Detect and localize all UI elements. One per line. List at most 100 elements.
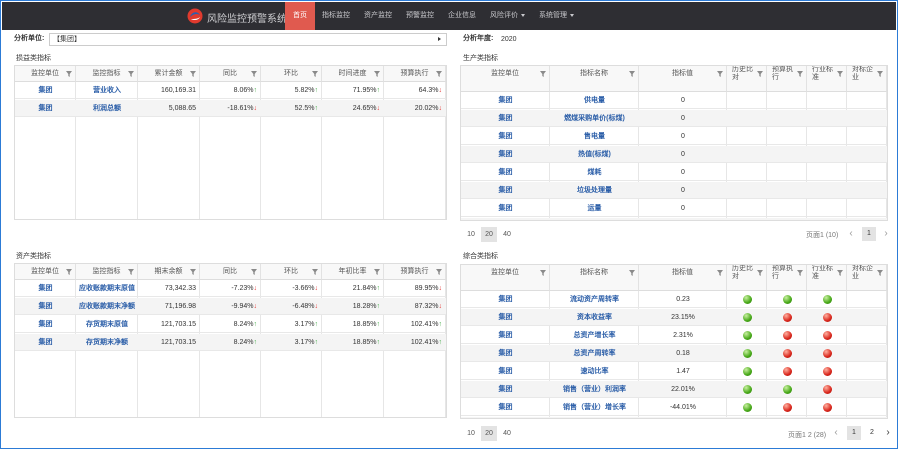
cell-value[interactable]: 集团 <box>498 296 513 303</box>
table-row[interactable]: 集团 利润总额 5,088.65 -18.61%↓ 52.5%↑ 24.65%↓ 20.02… <box>15 100 446 117</box>
table-row[interactable]: 集团 销售（营业）利润率 22.01% <box>461 381 887 398</box>
cell-value[interactable]: 存货期末原值 <box>86 321 128 328</box>
cell-value[interactable]: 集团 <box>38 339 53 346</box>
cell-value[interactable]: 集团 <box>498 151 513 158</box>
nav-item-1[interactable]: 指标监控 <box>315 2 357 30</box>
filter-icon[interactable] <box>717 270 723 276</box>
cell-value[interactable]: 售电量 <box>584 133 605 140</box>
cell-value[interactable]: 热值(标煤) <box>578 151 611 158</box>
cell-value[interactable]: 供电量 <box>584 97 605 104</box>
cell-value[interactable]: 销售（营业）利润率 <box>563 386 626 393</box>
chevron-right-icon[interactable]: › <box>886 427 890 438</box>
year-input[interactable]: 2020 <box>497 33 888 46</box>
filter-icon[interactable] <box>629 270 635 276</box>
nav-item-4[interactable]: 企业信息 <box>441 2 483 30</box>
filter-icon[interactable] <box>757 71 763 77</box>
table-row[interactable]: 集团 煤耗 0 <box>461 164 887 181</box>
cell-value[interactable]: 集团 <box>498 314 513 321</box>
cell-value[interactable]: 存货期末净额 <box>86 339 128 346</box>
nav-item-6[interactable]: 系统管理 <box>532 2 581 30</box>
cell-value[interactable]: 速动比率 <box>580 368 609 375</box>
filter-icon[interactable] <box>837 270 843 276</box>
cell-value[interactable]: 集团 <box>498 169 513 176</box>
cell-value[interactable]: 集团 <box>498 350 513 357</box>
table-row[interactable]: 集团资产保值增值率100.00% <box>461 417 887 418</box>
page-size-20[interactable]: 20 <box>481 227 497 242</box>
cell-value[interactable]: 流动资产周转率 <box>570 296 619 303</box>
nav-item-2[interactable]: 资产监控 <box>357 2 399 30</box>
table-row[interactable]: 集团 资本收益率 23.15% <box>461 309 887 326</box>
filter-icon[interactable] <box>877 71 883 77</box>
cell-value[interactable]: 集团 <box>498 368 513 375</box>
filter-icon[interactable] <box>757 270 763 276</box>
cell-value[interactable]: 应收账款期末净额 <box>79 303 135 310</box>
cell-value[interactable]: 集团 <box>38 303 53 310</box>
table-row[interactable]: 集团 存货期末原值 121,703.15 8.24%↑ 3.17%↑ 18.85%↑ 102… <box>15 316 446 333</box>
unit-select[interactable]: 【集团】 <box>49 33 447 46</box>
table-row[interactable]: 集团 应收账款期末净额 71,196.98 -9.94%↓ -6.48%↓ 18.28%↑… <box>15 298 446 315</box>
cell-value[interactable]: 集团 <box>498 187 513 194</box>
table-row[interactable]: 集团 应收账款期末原值 73,342.33 -7.23%↓ -3.66%↓ 21.84%↑… <box>15 280 446 297</box>
filter-icon[interactable] <box>717 71 723 77</box>
filter-icon[interactable] <box>128 269 134 275</box>
filter-icon[interactable] <box>374 269 380 275</box>
filter-icon[interactable] <box>797 270 803 276</box>
filter-icon[interactable] <box>128 71 134 77</box>
chevron-left-icon[interactable]: ‹ <box>834 427 838 438</box>
filter-icon[interactable] <box>374 71 380 77</box>
cell-value[interactable]: 集团 <box>38 285 53 292</box>
cell-value[interactable]: 集团 <box>498 386 513 393</box>
filter-icon[interactable] <box>66 269 72 275</box>
table-row[interactable]: 集团 燃煤采购单价(标煤) 0 <box>461 110 887 127</box>
table-row[interactable]: 集团 售电量 0 <box>461 128 887 145</box>
filter-icon[interactable] <box>251 269 257 275</box>
filter-icon[interactable] <box>312 269 318 275</box>
filter-icon[interactable] <box>312 71 318 77</box>
table-row[interactable]: 集团 总资产周转率 0.18 <box>461 345 887 362</box>
table-row[interactable]: 集团 销售（营业）增长率 -44.01% <box>461 399 887 416</box>
nav-item-5[interactable]: 风险评价 <box>483 2 532 30</box>
nav-item-0[interactable]: 首页 <box>285 2 315 30</box>
cell-value[interactable]: 销售（营业）增长率 <box>563 404 626 411</box>
table-row[interactable]: 集团 速动比率 1.47 <box>461 363 887 380</box>
page-button-1[interactable]: 1 <box>862 227 876 241</box>
cell-value[interactable]: 集团 <box>498 404 513 411</box>
cell-value[interactable]: 煤耗 <box>587 169 602 176</box>
filter-icon[interactable] <box>66 71 72 77</box>
cell-value[interactable]: 集团 <box>498 97 513 104</box>
table-row[interactable]: 集团 流动资产周转率 0.23 <box>461 291 887 308</box>
page-size-10[interactable]: 10 <box>467 231 475 238</box>
filter-icon[interactable] <box>436 71 442 77</box>
filter-icon[interactable] <box>797 71 803 77</box>
cell-value[interactable]: 运量 <box>587 205 602 212</box>
chevron-right-icon[interactable]: › <box>884 228 888 239</box>
cell-value[interactable]: 集团 <box>498 205 513 212</box>
filter-icon[interactable] <box>629 71 635 77</box>
cell-value[interactable]: 资本收益率 <box>577 314 612 321</box>
cell-value[interactable]: 应收账款期末原值 <box>79 285 135 292</box>
page-size-40[interactable]: 40 <box>503 231 511 238</box>
cell-value[interactable]: 总资产周转率 <box>573 350 616 357</box>
cell-value[interactable]: 集团 <box>498 332 513 339</box>
filter-icon[interactable] <box>837 71 843 77</box>
table-row[interactable]: 集团 总资产增长率 2.31% <box>461 327 887 344</box>
cell-value[interactable]: 集团 <box>38 105 53 112</box>
cell-value[interactable]: 利润总额 <box>93 105 121 112</box>
cell-value[interactable]: 燃煤采购单价(标煤) <box>564 115 625 122</box>
cell-value[interactable]: 集团 <box>38 87 53 94</box>
table-row[interactable]: 集团 运量 0 <box>461 200 887 217</box>
table-row[interactable]: 集团 垃圾处理量 0 <box>461 182 887 199</box>
nav-item-3[interactable]: 预警监控 <box>399 2 441 30</box>
page-size-20[interactable]: 20 <box>481 426 497 441</box>
filter-icon[interactable] <box>251 71 257 77</box>
table-row[interactable]: 集团运费量0 <box>461 218 887 220</box>
page-size-40[interactable]: 40 <box>503 430 511 437</box>
filter-icon[interactable] <box>190 71 196 77</box>
chevron-left-icon[interactable]: ‹ <box>849 228 853 239</box>
cell-value[interactable]: 集团 <box>38 321 53 328</box>
table-row[interactable]: 集团 热值(标煤) 0 <box>461 146 887 163</box>
filter-icon[interactable] <box>877 270 883 276</box>
cell-value[interactable]: 垃圾处理量 <box>577 187 612 194</box>
filter-icon[interactable] <box>540 270 546 276</box>
table-row[interactable]: 集团 存货期末净额 121,703.15 8.24%↑ 3.17%↑ 18.85%↑ 102… <box>15 334 446 351</box>
